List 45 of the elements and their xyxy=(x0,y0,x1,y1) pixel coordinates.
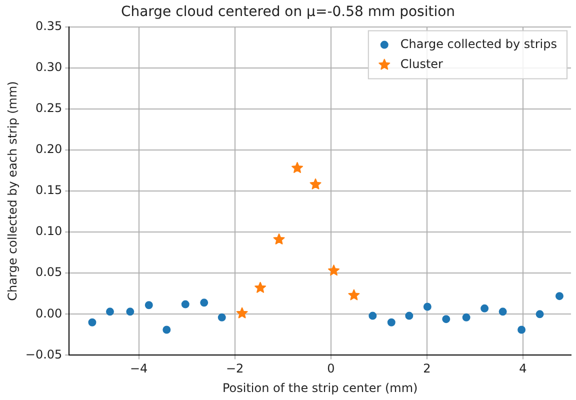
point xyxy=(181,300,190,308)
point xyxy=(218,313,226,322)
point xyxy=(442,315,450,324)
legend-label: Charge collected by strips xyxy=(400,36,557,51)
point xyxy=(387,318,396,326)
legend-label: Cluster xyxy=(400,56,444,71)
point xyxy=(348,289,360,300)
point xyxy=(480,304,489,312)
point xyxy=(328,264,340,276)
x-tick-label: −4 xyxy=(130,362,148,376)
point xyxy=(555,292,564,300)
point xyxy=(162,326,171,334)
point xyxy=(310,178,322,190)
y-tick-label: 0.30 xyxy=(35,60,62,74)
point xyxy=(254,282,266,293)
point xyxy=(462,313,470,322)
point xyxy=(88,318,96,326)
point xyxy=(273,233,285,244)
y-tick-label: 0.35 xyxy=(35,18,62,33)
y-tick-label: 0.25 xyxy=(35,101,62,116)
point xyxy=(518,326,526,334)
point xyxy=(292,162,304,173)
point xyxy=(536,310,544,318)
point xyxy=(423,302,432,311)
point xyxy=(106,308,114,316)
y-tick-label: 0.20 xyxy=(35,142,62,156)
x-tick-label: 2 xyxy=(423,362,431,376)
x-tick-label: 4 xyxy=(519,362,527,376)
point xyxy=(368,312,377,320)
x-tick-label: 0 xyxy=(327,362,335,376)
y-axis-title: Charge collected by each strip (mm) xyxy=(5,81,20,301)
y-tick-label: 0.05 xyxy=(35,265,62,280)
y-tick-label: 0.00 xyxy=(35,306,62,320)
y-tick-label: −0.05 xyxy=(25,347,62,362)
point xyxy=(200,298,208,307)
point xyxy=(126,308,134,316)
x-axis-title: Position of the strip center (mm) xyxy=(222,380,418,395)
x-tick-label: −2 xyxy=(226,362,244,376)
chart-title: Charge cloud centered on μ=-0.58 mm position xyxy=(120,4,456,20)
point xyxy=(498,308,507,316)
point xyxy=(236,307,248,318)
y-tick-label: 0.15 xyxy=(35,183,62,198)
point xyxy=(144,301,153,310)
y-tick-label: 0.10 xyxy=(35,224,62,238)
point xyxy=(405,312,414,320)
